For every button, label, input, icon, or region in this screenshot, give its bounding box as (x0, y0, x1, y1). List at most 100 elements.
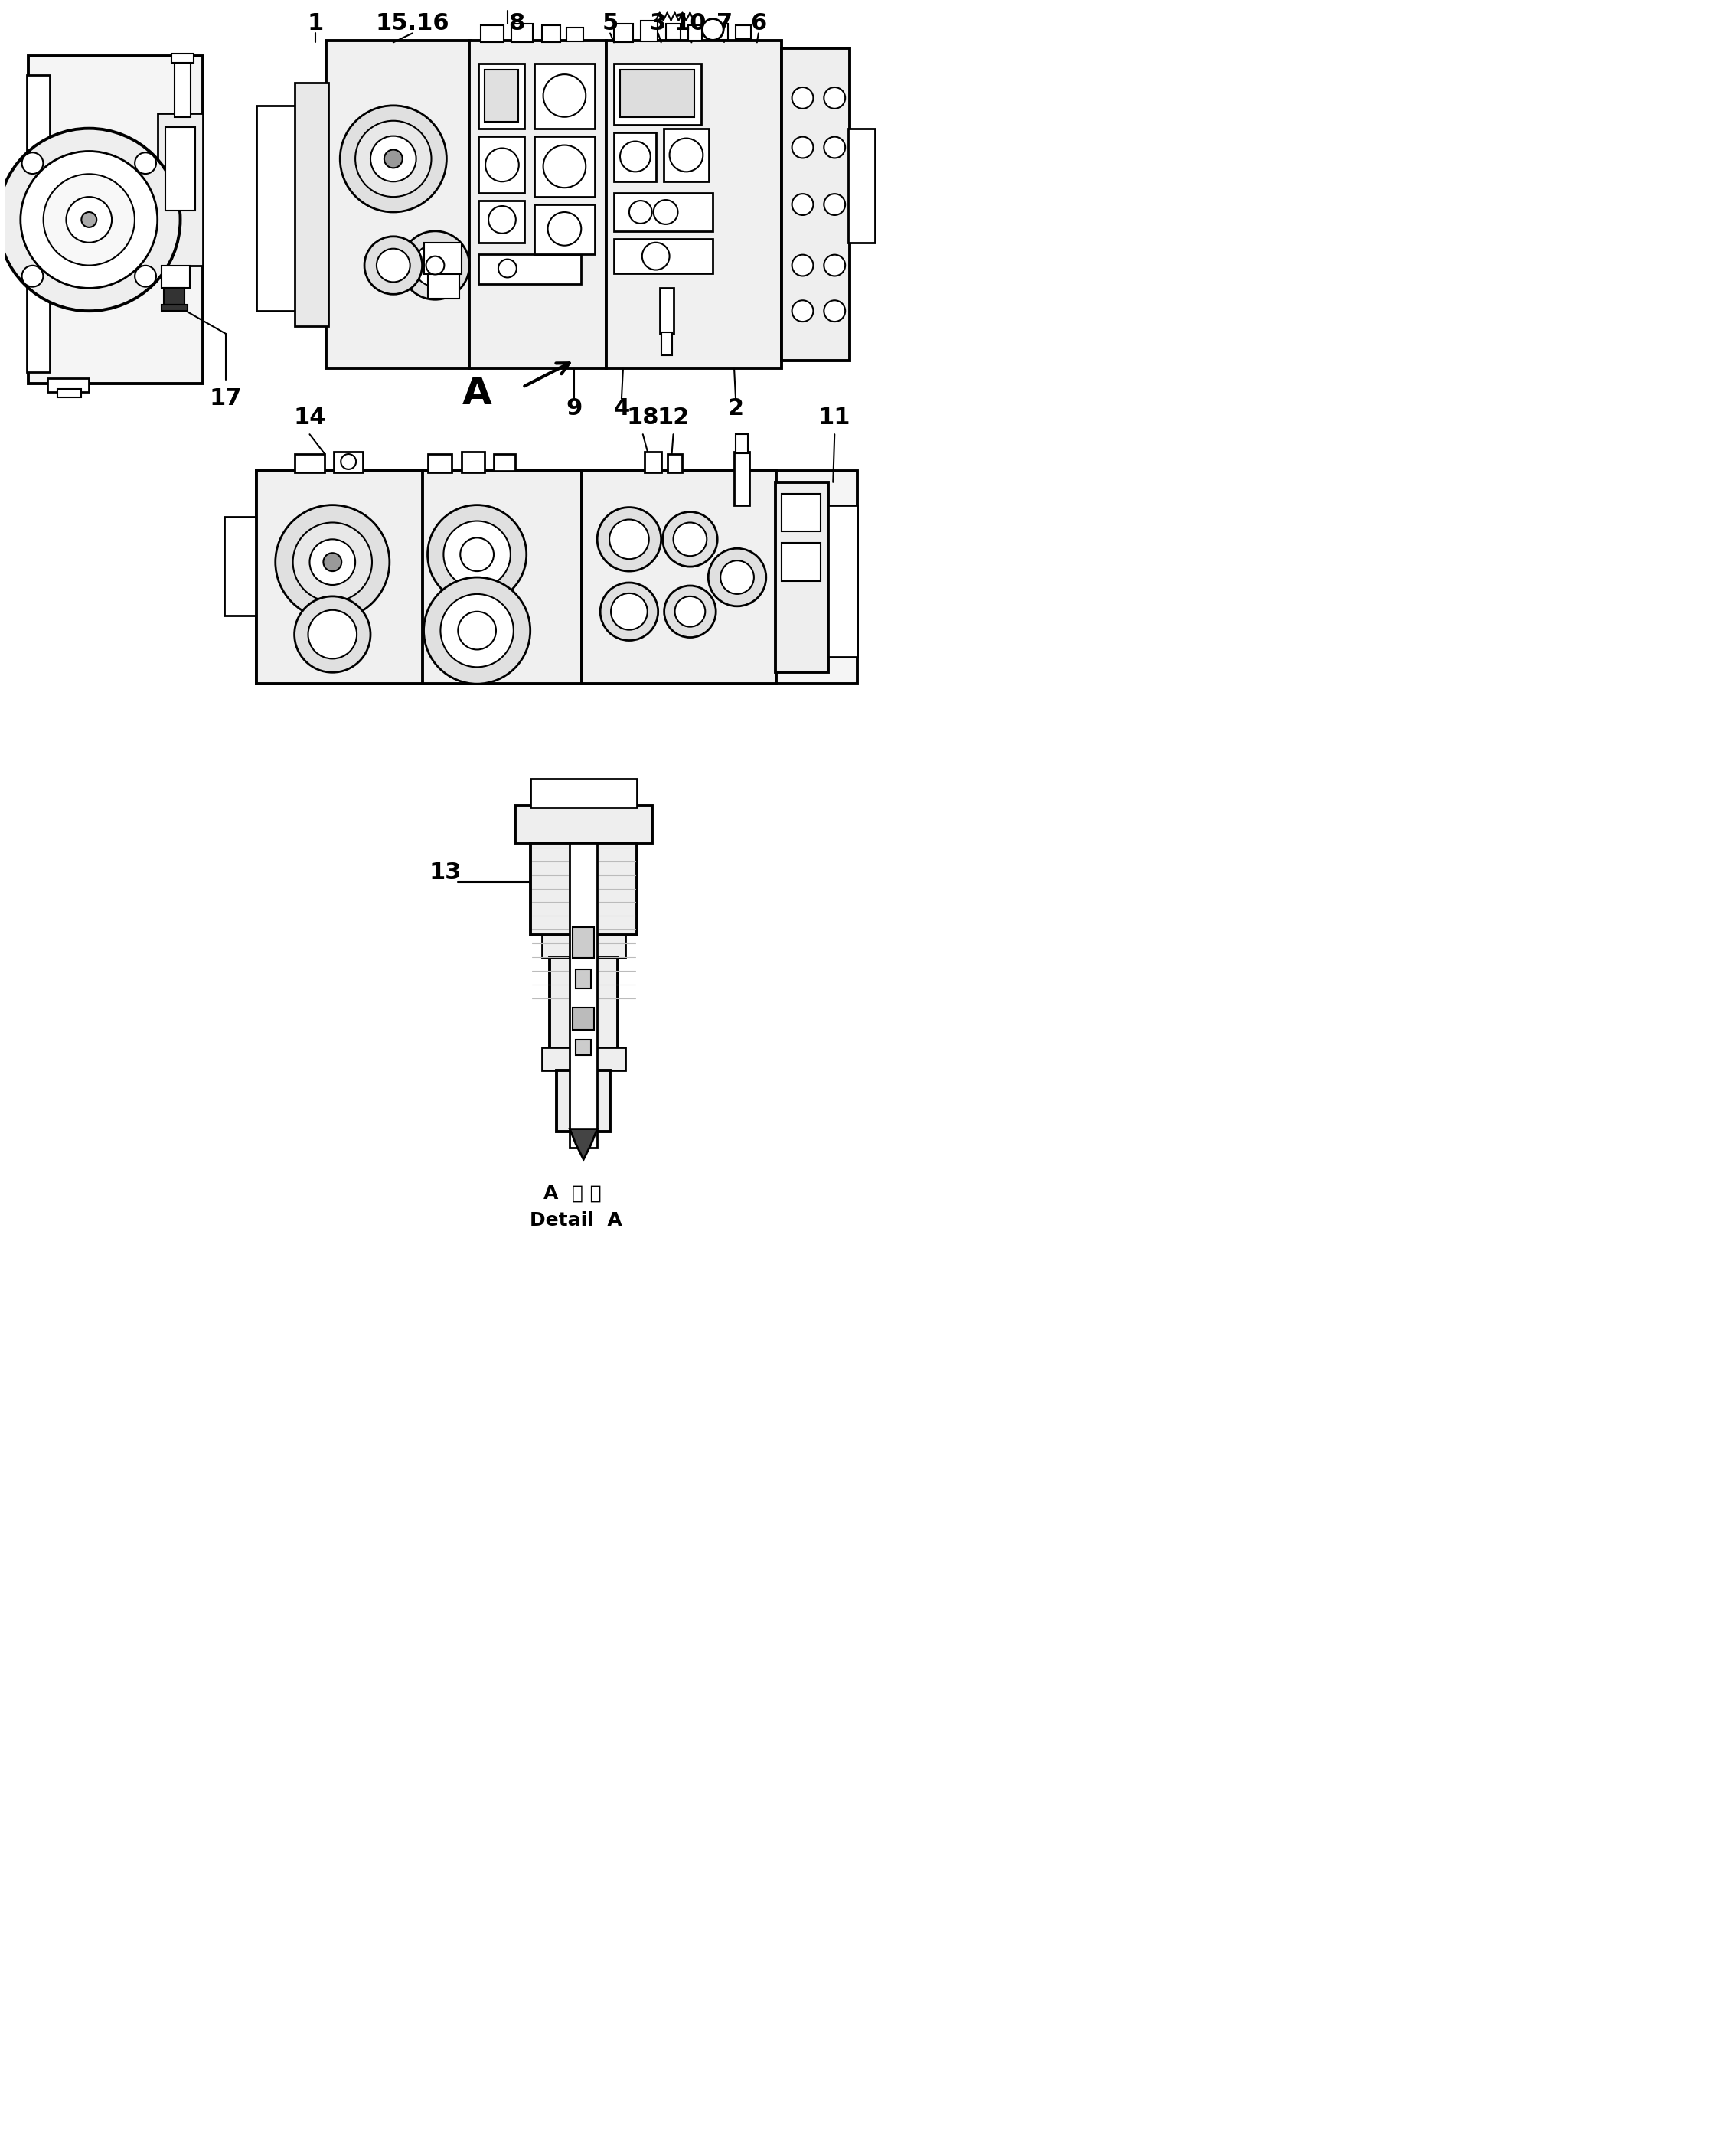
Circle shape (377, 248, 410, 282)
Bar (573, 1007, 593, 1031)
Text: 13: 13 (429, 862, 462, 884)
Bar (775, 483, 829, 673)
Bar (535, 65, 595, 129)
Bar (734, 453, 749, 505)
Bar (479, 201, 524, 241)
Bar (427, 274, 460, 300)
Circle shape (611, 593, 647, 630)
Circle shape (341, 455, 356, 470)
Bar (581, 470, 777, 683)
Text: 3: 3 (650, 13, 666, 34)
Bar (294, 82, 329, 326)
Circle shape (823, 254, 846, 276)
Text: A  詳 細: A 詳 細 (543, 1184, 600, 1203)
Circle shape (341, 106, 446, 211)
Bar (26, 75, 50, 371)
Bar (666, 24, 682, 41)
Bar (161, 304, 189, 310)
Bar (606, 41, 782, 369)
Bar (334, 453, 363, 472)
Circle shape (443, 522, 510, 589)
Circle shape (384, 149, 403, 168)
Circle shape (355, 121, 431, 196)
Bar (479, 65, 524, 129)
Circle shape (619, 142, 650, 172)
Circle shape (66, 196, 112, 241)
Circle shape (654, 201, 678, 224)
Bar (659, 289, 673, 334)
Bar (531, 778, 637, 808)
Bar (557, 1069, 611, 1132)
Bar (735, 26, 751, 39)
Circle shape (792, 300, 813, 321)
Circle shape (543, 73, 586, 116)
Circle shape (486, 149, 519, 181)
Circle shape (324, 552, 341, 571)
Circle shape (365, 237, 422, 293)
Circle shape (292, 522, 372, 602)
Bar (535, 136, 595, 196)
Circle shape (792, 194, 813, 216)
Circle shape (642, 241, 670, 270)
Bar (689, 26, 702, 41)
Bar (644, 453, 661, 472)
Bar (614, 24, 633, 43)
Bar (829, 505, 858, 658)
Text: 9: 9 (566, 397, 583, 420)
Circle shape (630, 201, 652, 224)
Text: 6: 6 (751, 13, 766, 34)
Text: 1: 1 (308, 13, 324, 34)
Bar (47, 377, 88, 392)
Bar (512, 24, 533, 43)
Circle shape (823, 194, 846, 216)
Text: 2: 2 (728, 397, 744, 420)
Circle shape (308, 610, 356, 660)
Bar (164, 127, 195, 211)
Bar (462, 453, 484, 472)
Bar (782, 47, 849, 360)
Bar (484, 69, 517, 121)
Circle shape (597, 507, 661, 571)
Circle shape (792, 136, 813, 157)
Circle shape (135, 265, 156, 287)
Circle shape (441, 595, 514, 666)
Bar (479, 136, 524, 194)
Bar (576, 970, 592, 987)
Text: 18: 18 (626, 407, 659, 429)
Circle shape (427, 505, 526, 604)
Bar (573, 927, 593, 957)
Bar (422, 470, 581, 683)
Bar (479, 254, 581, 285)
Bar (171, 54, 194, 63)
Circle shape (458, 612, 497, 649)
Bar (567, 28, 583, 41)
Circle shape (675, 597, 706, 627)
Circle shape (22, 153, 43, 175)
Circle shape (275, 505, 389, 619)
Bar (619, 69, 694, 116)
Circle shape (0, 129, 180, 310)
Bar (541, 1048, 625, 1069)
Circle shape (663, 511, 718, 567)
Text: Detail  A: Detail A (529, 1212, 623, 1229)
Bar (614, 65, 701, 125)
Circle shape (600, 582, 657, 640)
Circle shape (81, 211, 97, 226)
Circle shape (823, 300, 846, 321)
Bar (175, 56, 190, 116)
Circle shape (548, 211, 581, 246)
Circle shape (823, 86, 846, 108)
Bar (661, 332, 671, 356)
Bar (550, 957, 618, 1050)
Bar (481, 26, 503, 43)
Text: 10: 10 (673, 13, 706, 34)
Circle shape (488, 207, 516, 233)
Bar (294, 455, 325, 472)
Text: 15.16: 15.16 (375, 13, 450, 34)
Circle shape (609, 520, 649, 558)
Circle shape (294, 597, 370, 673)
Text: A: A (462, 375, 491, 412)
Bar (541, 936, 625, 957)
Bar (256, 470, 858, 683)
Bar (256, 106, 298, 310)
